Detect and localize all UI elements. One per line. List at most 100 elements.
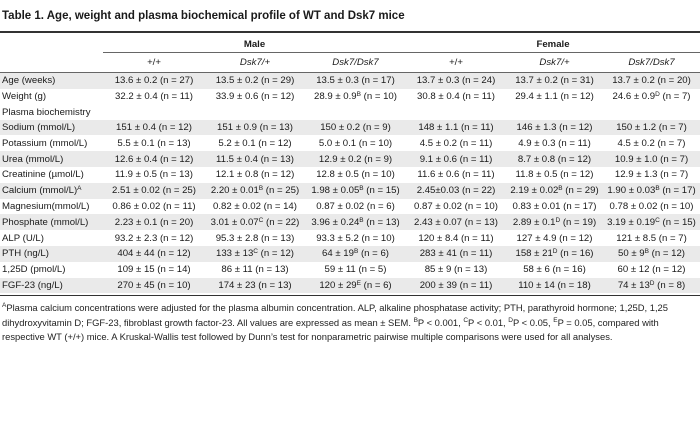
col-female-hom: Dsk7/Dsk7: [603, 52, 700, 73]
value-cell: 11.5 ± 0.4 (n = 13): [205, 151, 305, 167]
value-text: 110 ± 14 (n = 18): [518, 279, 591, 291]
row-label-footnote-marker: A: [77, 184, 82, 192]
value-text: 2.51 ± 0.02 (n = 25): [112, 184, 196, 196]
row-label: Age (weeks): [0, 72, 103, 89]
significance-marker: B: [356, 91, 361, 99]
value-text: 109 ± 15 (n = 14): [117, 264, 191, 276]
value-text: 13.7 ± 0.2 (n = 31): [515, 75, 594, 87]
value-text: 13.7 ± 0.3 (n = 24): [416, 75, 496, 87]
table-row: Calcium (mmol/L)A 2.51 ± 0.02 (n = 25) 2.2…: [0, 182, 700, 199]
col-female-wt: +/+: [406, 52, 506, 73]
sample-size-text: (n = 25): [263, 184, 300, 196]
value-text: 1.98 ± 0.05: [311, 184, 360, 196]
value-cell: 283 ± 41 (n = 11): [406, 246, 506, 262]
value-text: 120 ± 8.4 (n = 11): [418, 232, 494, 244]
value-cell: 2.19 ± 0.02B (n = 29): [506, 182, 603, 199]
col-female-het: Dsk7/+: [506, 52, 603, 73]
value-cell: 200 ± 39 (n = 11): [406, 277, 506, 294]
value-cell: 109 ± 15 (n = 14): [103, 262, 205, 278]
value-cell: 8.7 ± 0.8 (n = 12): [506, 151, 603, 167]
value-text: 4.9 ± 0.3 (n = 11): [518, 137, 591, 149]
value-text: 24.6 ± 0.9: [612, 91, 656, 103]
sample-size-text: (n = 22): [263, 216, 300, 228]
top-rule: [0, 31, 700, 33]
significance-marker: B: [558, 184, 563, 192]
genotype-header-row: +/+ Dsk7/+ Dsk7/Dsk7 +/+ Dsk7/+ Dsk7/Dsk…: [0, 52, 700, 73]
value-text: 28.9 ± 0.9: [314, 91, 357, 103]
footnote-d-marker: D: [508, 316, 513, 324]
value-text: 146 ± 1.3 (n = 12): [516, 121, 593, 133]
table-row: Urea (mmol/L) 12.6 ± 0.4 (n = 12) 11.5 ± 0…: [0, 151, 700, 167]
row-label-text: Calcium (mmol/L): [2, 184, 78, 196]
value-cell: 60 ± 12 (n = 12): [603, 262, 700, 278]
row-label-text: Age (weeks): [2, 75, 56, 87]
value-cell: 4.5 ± 0.2 (n = 11): [406, 135, 506, 151]
table-row: Magnesium(mmol/L) 0.86 ± 0.02 (n = 11) 0.8…: [0, 199, 700, 215]
value-text: 120 ± 29: [319, 279, 357, 291]
value-text: 270 ± 45 (n = 10): [117, 279, 191, 291]
value-text: 0.87 ± 0.02 (n = 6): [316, 201, 395, 213]
value-text: 1.90 ± 0.03: [607, 184, 656, 196]
value-text: 2.23 ± 0.1 (n = 20): [114, 216, 194, 228]
value-text: 86 ± 11 (n = 13): [221, 264, 289, 276]
value-text: 64 ± 19: [322, 248, 354, 260]
value-text: 2.19 ± 0.02: [510, 184, 559, 196]
significance-marker: C: [258, 216, 264, 224]
table-row: Potassium (mmol/L) 5.5 ± 0.1 (n = 13) 5.2 …: [0, 135, 700, 151]
sample-size-text: (n = 15): [363, 184, 400, 196]
value-cell: 4.5 ± 0.2 (n = 7): [603, 135, 700, 151]
value-text: 58 ± 6 (n = 16): [523, 264, 586, 276]
value-cell: 0.83 ± 0.01 (n = 17): [506, 199, 603, 215]
header-blank: [0, 52, 103, 73]
value-text: 12.8 ± 0.5 (n = 10): [316, 169, 395, 181]
significance-marker: B: [359, 216, 364, 224]
footnote-a-marker: A: [2, 302, 7, 309]
significance-marker: D: [649, 279, 655, 287]
significance-marker: B: [359, 184, 364, 192]
value-text: 5.2 ± 0.1 (n = 12): [218, 137, 292, 149]
col-male-hom: Dsk7/Dsk7: [305, 52, 406, 73]
value-text: 12.6 ± 0.4 (n = 12): [114, 153, 194, 165]
value-text: 5.0 ± 0.1 (n = 10): [318, 137, 393, 149]
value-cell: 9.1 ± 0.6 (n = 11): [406, 151, 506, 167]
value-cell: 13.6 ± 0.2 (n = 27): [103, 72, 205, 89]
row-label-text: PTH (ng/L): [2, 248, 49, 260]
row-label-text: Magnesium(mmol/L): [2, 201, 90, 213]
value-cell: 59 ± 11 (n = 5): [305, 262, 406, 278]
value-text: 4.5 ± 0.2 (n = 11): [419, 137, 493, 149]
value-text: 8.7 ± 0.8 (n = 12): [517, 153, 592, 165]
value-text: 11.9 ± 0.5 (n = 13): [115, 169, 193, 181]
row-label-text: Urea (mmol/L): [2, 153, 64, 165]
significance-marker: B: [353, 248, 359, 256]
value-cell: 95.3 ± 2.8 (n = 13): [205, 230, 305, 246]
table-row: PTH (ng/L) 404 ± 44 (n = 12) 133 ± 13C (n …: [0, 246, 700, 262]
footnote-d-text: P < 0.05,: [512, 316, 554, 328]
significance-marker: B: [644, 248, 649, 256]
table-row: Creatinine (µmol/L) 11.9 ± 0.5 (n = 13) 12…: [0, 167, 700, 183]
value-cell: 10.9 ± 1.0 (n = 7): [603, 151, 700, 167]
significance-marker: B: [655, 184, 660, 192]
value-cell: 85 ± 9 (n = 13): [406, 262, 506, 278]
value-cell: 12.6 ± 0.4 (n = 12): [103, 151, 205, 167]
value-cell: 3.19 ± 0.19C (n = 15): [603, 214, 700, 231]
group-header-female: Female: [406, 37, 700, 53]
value-text: 11.6 ± 0.6 (n = 11): [417, 169, 495, 181]
significance-marker: E: [356, 279, 361, 287]
sample-size-text: (n = 12): [257, 248, 294, 260]
col-male-het: Dsk7/+: [205, 52, 305, 73]
row-label: Phosphate (mmol/L): [0, 214, 103, 231]
value-cell: 0.87 ± 0.02 (n = 6): [305, 199, 406, 215]
significance-marker: D: [555, 216, 561, 224]
sex-header-row: Male Female: [0, 37, 700, 53]
value-cell: 2.51 ± 0.02 (n = 25): [103, 182, 205, 199]
value-text: 85 ± 9 (n = 13): [424, 264, 488, 276]
value-cell: 151 ± 0.4 (n = 12): [103, 119, 205, 136]
value-text: 11.8 ± 0.5 (n = 12): [515, 169, 594, 181]
sample-size-text: (n = 15): [659, 216, 696, 228]
table-row: ALP (U/L) 93.2 ± 2.3 (n = 12) 95.3 ± 2.8 (…: [0, 230, 700, 246]
value-cell: 2.45±0.03 (n = 22): [406, 182, 506, 199]
value-cell: 28.9 ± 0.9B (n = 10): [305, 89, 406, 105]
row-label: Sodium (mmol/L): [0, 119, 103, 136]
value-text: 151 ± 0.9 (n = 13): [217, 121, 293, 133]
